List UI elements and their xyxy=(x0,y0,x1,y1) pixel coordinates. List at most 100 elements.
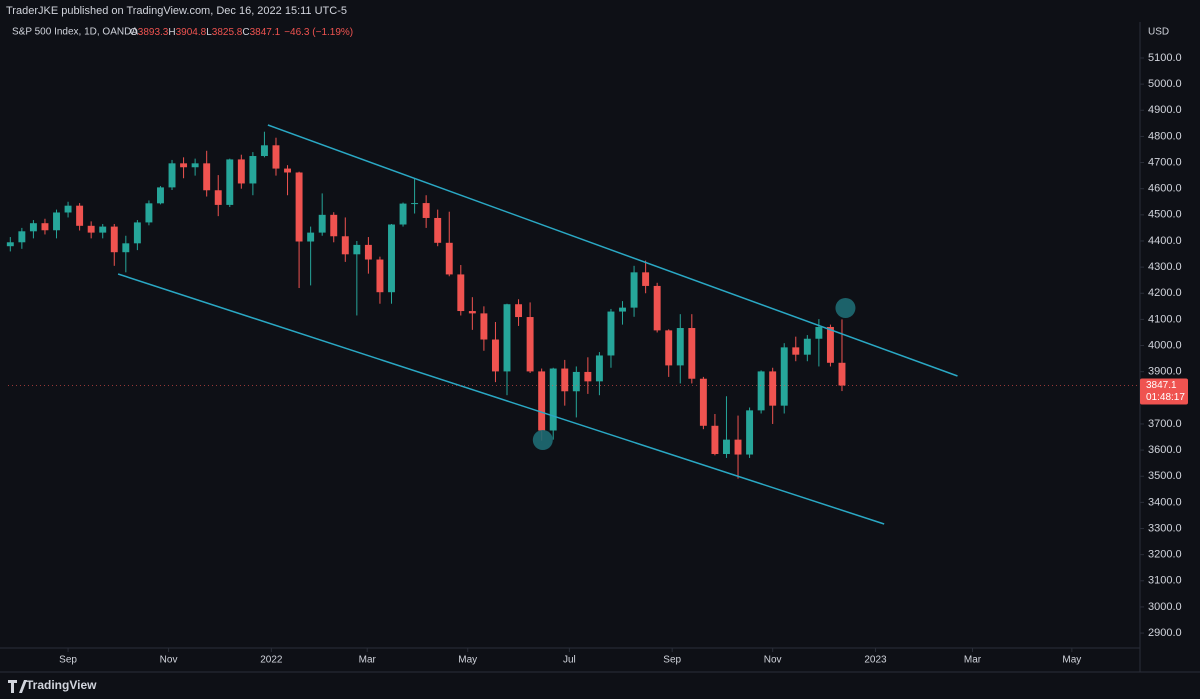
candle-body xyxy=(318,214,326,233)
candle-body xyxy=(203,163,211,191)
y-tick-label: 4900.0 xyxy=(1148,104,1182,116)
candle-body xyxy=(226,159,234,205)
candle-body xyxy=(434,217,442,243)
candle-body xyxy=(688,328,696,379)
x-tick-label: May xyxy=(458,655,477,666)
candle-body xyxy=(411,203,419,205)
y-tick-label: 5100.0 xyxy=(1148,52,1182,64)
candle-body xyxy=(561,368,569,392)
candle-body xyxy=(549,368,557,431)
candle-body xyxy=(341,236,349,255)
candle-body xyxy=(607,311,615,356)
candle-body xyxy=(364,244,372,260)
candle-body xyxy=(468,311,476,314)
candle-body xyxy=(665,330,673,366)
y-tick-label: 4400.0 xyxy=(1148,235,1182,247)
candle-body xyxy=(41,223,49,231)
y-tick-label: 3900.0 xyxy=(1148,366,1182,378)
candle-body xyxy=(457,274,465,312)
candle-body xyxy=(711,425,719,455)
candle-body xyxy=(526,317,534,372)
y-tick-label: 4800.0 xyxy=(1148,130,1182,142)
candle-body xyxy=(376,259,384,293)
y-tick-label: 3400.0 xyxy=(1148,496,1182,508)
candle-body xyxy=(237,159,245,184)
candle-body xyxy=(353,244,361,255)
candle-body xyxy=(191,163,199,168)
y-tick-label: 4300.0 xyxy=(1148,261,1182,273)
x-tick-label: Nov xyxy=(160,655,178,666)
x-tick-label: Jul xyxy=(563,655,576,666)
candle-body xyxy=(653,285,661,331)
y-tick-label: 3300.0 xyxy=(1148,522,1182,534)
candle-body xyxy=(295,172,303,242)
y-tick-label: 3500.0 xyxy=(1148,470,1182,482)
legend-value: 3893.3 xyxy=(138,27,169,38)
brand-logo xyxy=(8,680,27,693)
candle-body xyxy=(76,205,84,226)
candle-body xyxy=(480,313,488,340)
candle-body xyxy=(399,203,407,225)
candle-body xyxy=(780,347,788,406)
candle-body xyxy=(757,371,765,411)
y-tick-label: 3200.0 xyxy=(1148,549,1182,561)
candle-body xyxy=(503,304,511,372)
x-tick-label: Sep xyxy=(59,655,77,666)
candle-body xyxy=(815,326,823,339)
currency: USD xyxy=(1148,27,1169,38)
candle-body xyxy=(18,231,26,243)
candle-body xyxy=(826,326,834,363)
candle-body xyxy=(642,272,650,286)
trendline xyxy=(117,273,885,525)
legend-value: 3847.1 xyxy=(250,27,281,38)
trendline xyxy=(267,124,958,377)
y-tick-label: 3100.0 xyxy=(1148,575,1182,587)
y-tick-label: 4600.0 xyxy=(1148,183,1182,195)
candle-body xyxy=(699,378,707,426)
x-tick-label: Sep xyxy=(663,655,681,666)
candle-body xyxy=(145,203,153,223)
candle-body xyxy=(619,307,626,312)
x-tick-label: Mar xyxy=(359,655,377,666)
legend-change: −46.3 (−1.19%) xyxy=(284,27,353,38)
countdown: 01:48:17 xyxy=(1146,392,1185,403)
x-tick-label: 2022 xyxy=(260,655,283,666)
candle-body xyxy=(572,371,580,392)
candle-body xyxy=(133,222,141,244)
y-tick-label: 4200.0 xyxy=(1148,287,1182,299)
candle-body xyxy=(769,371,777,406)
candle-body xyxy=(168,163,176,188)
last-price-label: 3847.1 xyxy=(1146,380,1177,391)
legend-key: C xyxy=(242,27,249,38)
marker xyxy=(835,297,856,318)
marker xyxy=(532,430,553,451)
legend-key: L xyxy=(206,27,212,38)
candle-body xyxy=(803,338,811,355)
legend-key: O xyxy=(130,27,138,38)
symbol: S&P 500 Index, 1D, OANDA xyxy=(12,27,138,38)
y-tick-label: 4000.0 xyxy=(1148,339,1182,351)
candle-body xyxy=(64,205,72,213)
legend-key: H xyxy=(168,27,175,38)
candle-body xyxy=(6,242,14,247)
candle-body xyxy=(29,223,37,232)
candle-body xyxy=(723,439,730,455)
candle-body xyxy=(734,439,742,455)
x-tick-label: May xyxy=(1062,655,1081,666)
candle-body xyxy=(538,371,546,431)
candle-body xyxy=(53,212,60,231)
candle-body xyxy=(515,304,523,318)
x-tick-label: Mar xyxy=(964,655,982,666)
candle-body xyxy=(792,347,800,355)
last-price-badge xyxy=(1140,378,1188,405)
x-tick-label: Nov xyxy=(764,655,782,666)
candle-body xyxy=(272,145,280,169)
candle-body xyxy=(422,203,430,218)
candle-body xyxy=(180,163,188,168)
candle-body xyxy=(584,371,592,382)
candle-body xyxy=(249,156,257,184)
candle-body xyxy=(307,232,315,242)
